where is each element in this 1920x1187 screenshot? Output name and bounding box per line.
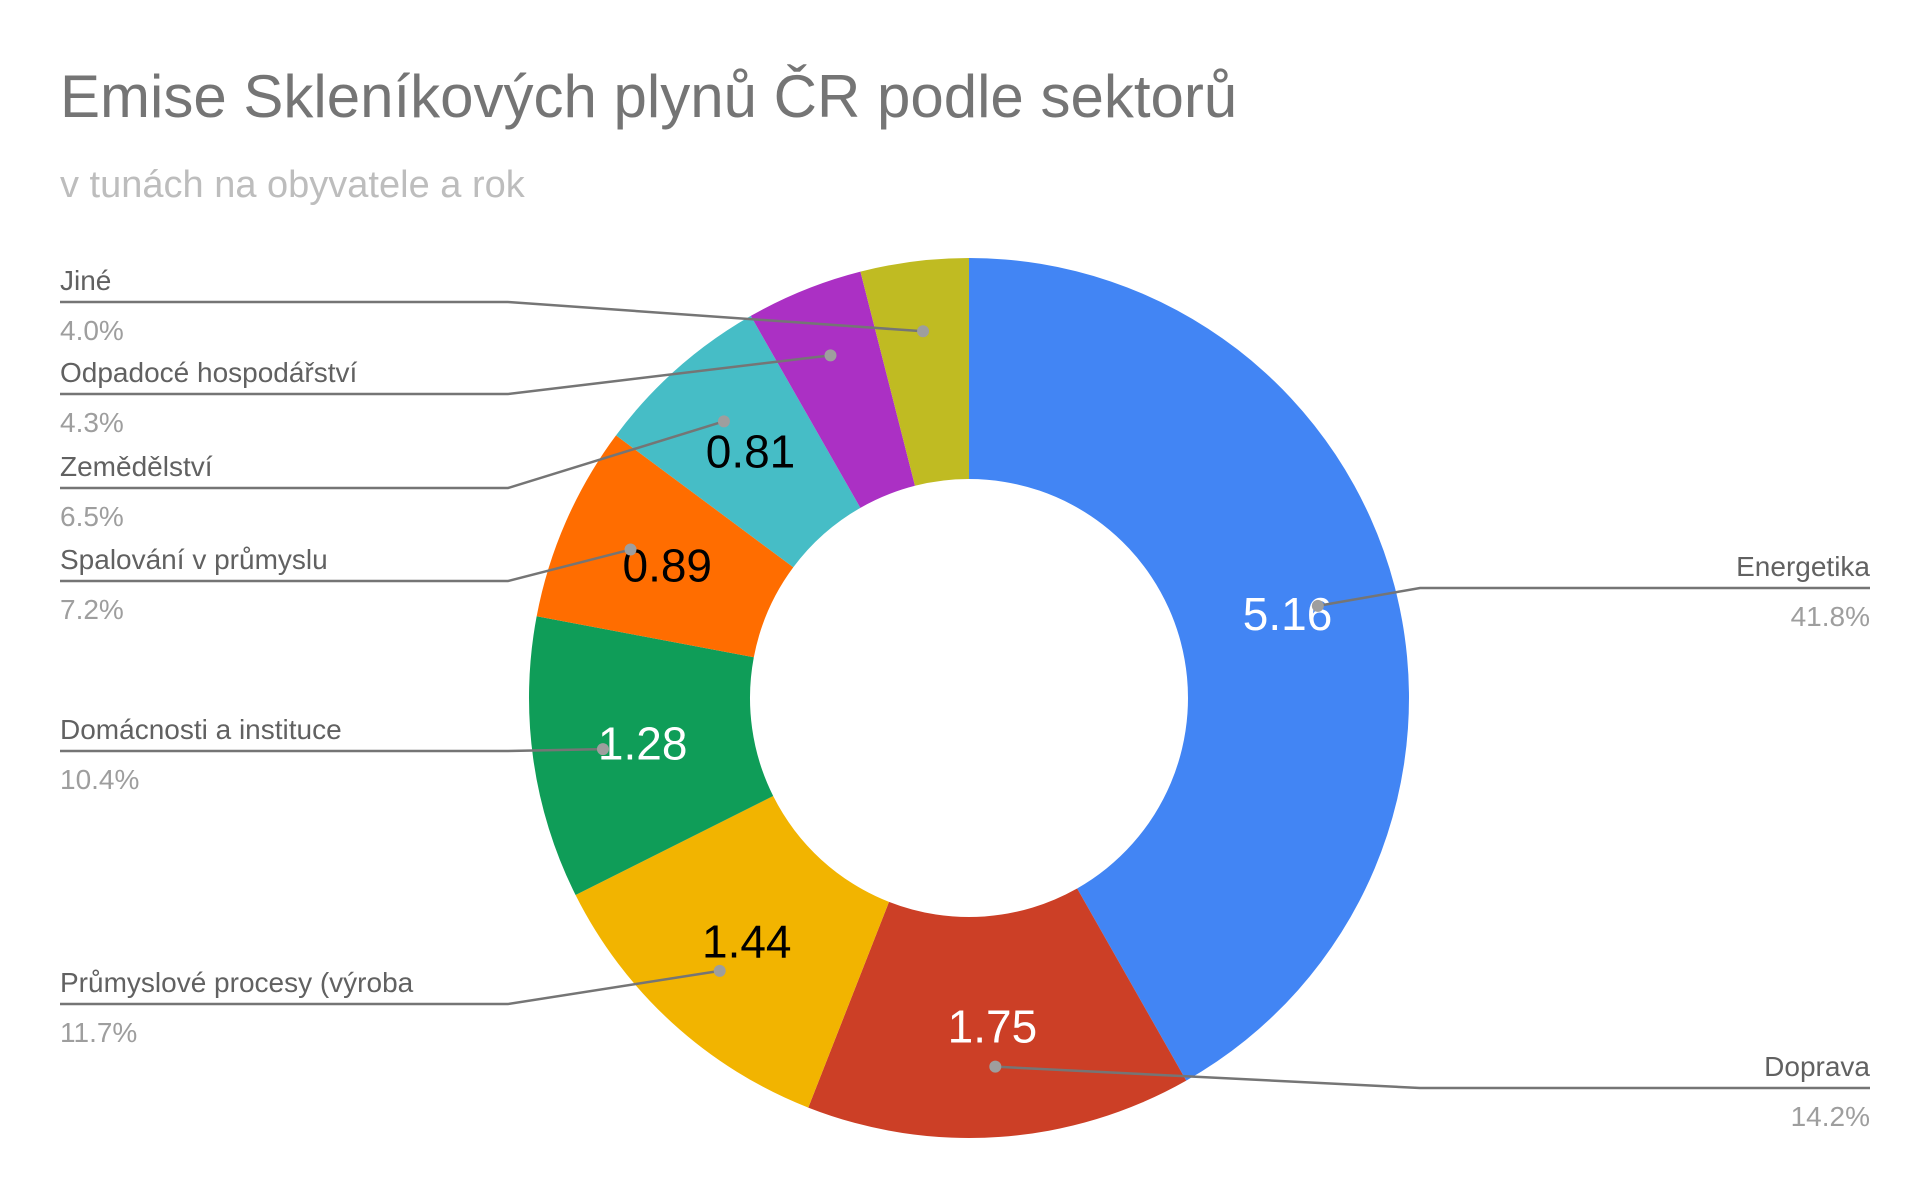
legend-name-prumyslove-procesy-vyroba: Průmyslové procesy (výroba xyxy=(60,967,414,998)
value-label-domacnosti-a-instituce: 1.28 xyxy=(598,718,688,770)
value-label-energetika: 5.16 xyxy=(1243,588,1333,640)
value-label-zemedelstvi: 0.81 xyxy=(706,425,796,477)
leader-dot-zemedelstvi xyxy=(717,415,730,428)
leader-dot-prumyslove-procesy-vyroba xyxy=(713,964,726,977)
legend-name-domacnosti-a-instituce: Domácnosti a instituce xyxy=(60,714,342,745)
leader-line-spalovani-v-prumyslu xyxy=(60,548,631,583)
leader-dot-jine xyxy=(917,325,930,338)
legend-percent-spalovani-v-prumyslu: 7.2% xyxy=(60,594,124,625)
slice-zemedelstvi xyxy=(616,315,861,568)
leader-dot-doprava xyxy=(989,1060,1002,1073)
leader-dot-spalovani-v-prumyslu xyxy=(624,543,637,556)
slice-odpadoce-hospodarstvi xyxy=(750,271,915,508)
slice-domacnosti-a-instituce xyxy=(528,616,774,896)
leader-line-jine xyxy=(60,300,924,333)
value-label-spalovani-v-prumyslu: 0.89 xyxy=(622,540,712,592)
legend-percent-energetika: 41.8% xyxy=(1791,601,1870,632)
legend-name-doprava: Doprava xyxy=(1764,1051,1870,1082)
legend-name-energetika: Energetika xyxy=(1736,551,1870,582)
legend-percent-doprava: 14.2% xyxy=(1791,1101,1870,1132)
leader-dot-odpadoce-hospodarstvi xyxy=(824,349,837,362)
legend-name-zemedelstvi: Zemědělství xyxy=(60,451,213,482)
leader-line-zemedelstvi xyxy=(60,420,725,490)
value-label-doprava: 1.75 xyxy=(948,1001,1038,1053)
chart-subtitle: v tunách na obyvatele a rok xyxy=(60,164,525,206)
leader-line-prumyslove-procesy-vyroba xyxy=(60,969,720,1006)
leader-line-domacnosti-a-instituce xyxy=(60,747,603,753)
slice-energetika xyxy=(969,258,1409,1081)
leader-line-energetika xyxy=(1317,586,1870,608)
leader-dot-energetika xyxy=(1311,599,1324,612)
slice-spalovani-v-prumyslu xyxy=(536,435,794,658)
value-label-prumyslove-procesy-vyroba: 1.44 xyxy=(702,915,792,967)
leader-line-doprava xyxy=(995,1065,1870,1090)
legend-name-jine: Jiné xyxy=(60,265,111,296)
legend-percent-zemedelstvi: 6.5% xyxy=(60,501,124,532)
chart-title: Emise Skleníkových plynů ČR podle sektor… xyxy=(60,63,1238,130)
leader-dot-domacnosti-a-instituce xyxy=(596,743,609,756)
legend-name-spalovani-v-prumyslu: Spalování v průmyslu xyxy=(60,544,328,575)
legend-percent-domacnosti-a-instituce: 10.4% xyxy=(60,764,139,795)
legend-name-odpadoce-hospodarstvi: Odpadocé hospodářství xyxy=(60,357,358,388)
legend-percent-jine: 4.0% xyxy=(60,315,124,346)
legend-percent-odpadoce-hospodarstvi: 4.3% xyxy=(60,407,124,438)
leader-line-odpadoce-hospodarstvi xyxy=(60,354,831,396)
slice-prumyslove-procesy-vyroba xyxy=(575,796,890,1108)
legend-percent-prumyslove-procesy-vyroba: 11.7% xyxy=(60,1017,137,1048)
slice-jine xyxy=(860,258,969,486)
slice-doprava xyxy=(808,888,1187,1138)
